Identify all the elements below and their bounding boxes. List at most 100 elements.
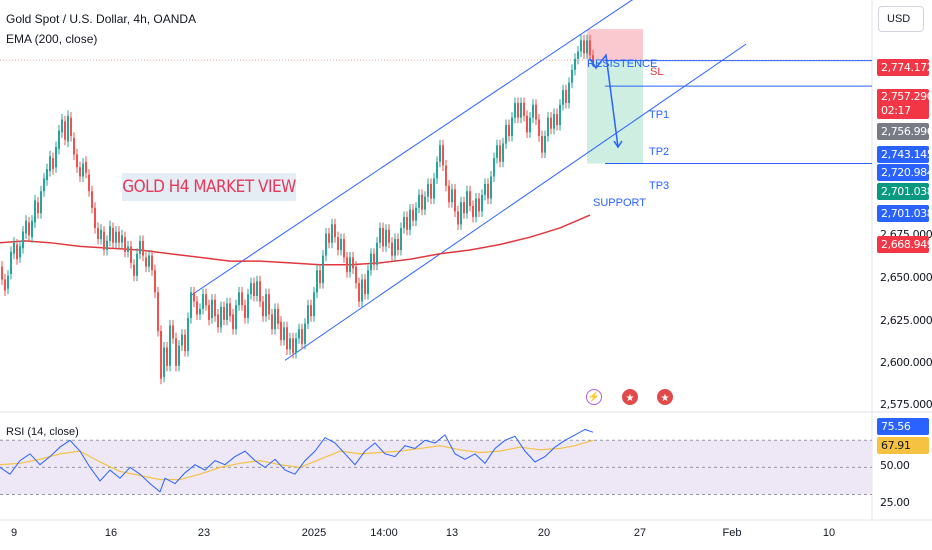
candle-body [484,183,486,195]
candle-body [10,251,12,274]
candle-body [343,239,345,258]
candle-body [550,117,552,129]
candle-body [163,347,165,377]
candle-body [181,334,183,346]
candle-body [586,40,588,54]
candle-body [52,158,54,170]
candle-body [379,227,381,243]
candle-body [517,102,519,118]
candle-body [460,202,462,225]
x-tick-label: 20 [537,527,551,539]
candle-body [316,270,318,293]
rsi-value-tag: 75.56 [877,418,929,435]
candle-body [451,189,453,203]
candle-body [553,113,555,129]
candle-body [118,231,120,243]
candle-body [424,196,426,210]
candle-body [112,227,114,243]
ema-indicator-label[interactable]: EMA (200, close) [6,32,98,46]
candle-body [352,257,354,269]
candle-body [109,226,111,241]
candle-body [142,240,144,256]
y-tick-label: 2,650.000 [880,271,932,284]
symbol-title[interactable]: Gold Spot / U.S. Dollar, 4h, OANDA [6,12,197,26]
candle-body [505,125,507,144]
candle-body [148,255,150,267]
take-profit-zone [587,60,643,164]
candle-body [538,119,540,137]
candle-body [400,227,402,251]
candle-body [151,255,153,271]
currency-button[interactable]: USD [878,6,924,32]
candle-body [571,69,573,83]
candle-body [496,145,498,159]
candle-body [490,176,492,199]
candle-body [373,253,375,265]
candle-body [184,334,186,352]
candle-body [436,161,438,179]
candle-body [37,202,39,214]
rsi-line [0,428,594,493]
tp3-price-tag: 2,701.038 [877,183,932,200]
candle-body [541,136,543,153]
candle-body [454,189,456,212]
candle-body [346,257,348,273]
candle-body [61,119,63,133]
candle-body [409,209,411,230]
candle-body [253,283,255,297]
sl-label: SL [650,66,664,78]
candle-body [100,229,102,240]
candle-body [55,147,57,168]
candle-body [403,216,405,228]
tp1-label: TP1 [649,109,670,121]
candle-body [40,191,42,214]
rsi-y-tick-label: 50.00 [880,459,910,472]
candle-body [289,338,291,350]
candle-body [211,299,213,319]
candle-body [121,235,123,243]
candle-body [487,183,489,199]
candle-body [277,308,279,324]
candle-body [391,242,393,256]
candle-body [529,117,531,133]
lower-channel-line [284,43,747,361]
candle-body [478,198,480,212]
x-tick-label: 16 [104,527,118,539]
candle-body [205,294,207,306]
candle-body [523,102,525,116]
candle-body [592,55,594,61]
candle-body [145,257,147,267]
us-flag-event-icon[interactable]: ★ [622,389,638,405]
tp2-price-tag: 2,743.145 [877,146,932,163]
candle-body [64,121,66,140]
candle-body [457,211,459,225]
candle-body [499,145,501,162]
candle-body [262,301,264,317]
candle-body [463,202,465,214]
rsi-indicator-label[interactable]: RSI (14, close) [6,426,79,438]
candle-body [25,220,27,234]
candle-body [367,270,369,295]
candle-body [208,305,210,320]
x-tick-label: 13 [445,527,459,539]
candle-body [445,165,447,186]
candle-body [442,145,444,166]
candle-body [568,82,570,103]
us-flag-event-icon-2[interactable]: ★ [657,389,673,405]
lightning-event-icon[interactable]: ⚡ [586,389,602,405]
y-tick-label: 2,600.000 [880,356,932,369]
candle-body [577,51,579,59]
candle-body [370,253,372,271]
candle-body [427,183,429,197]
candle-body [250,283,252,295]
candle-body [49,156,51,171]
candle-body [1,266,3,280]
candle-body [166,347,168,366]
candle-body [13,242,15,254]
candle-body [196,301,198,315]
candle-body [265,294,267,317]
candle-body [430,183,432,199]
candle-body [7,275,9,289]
